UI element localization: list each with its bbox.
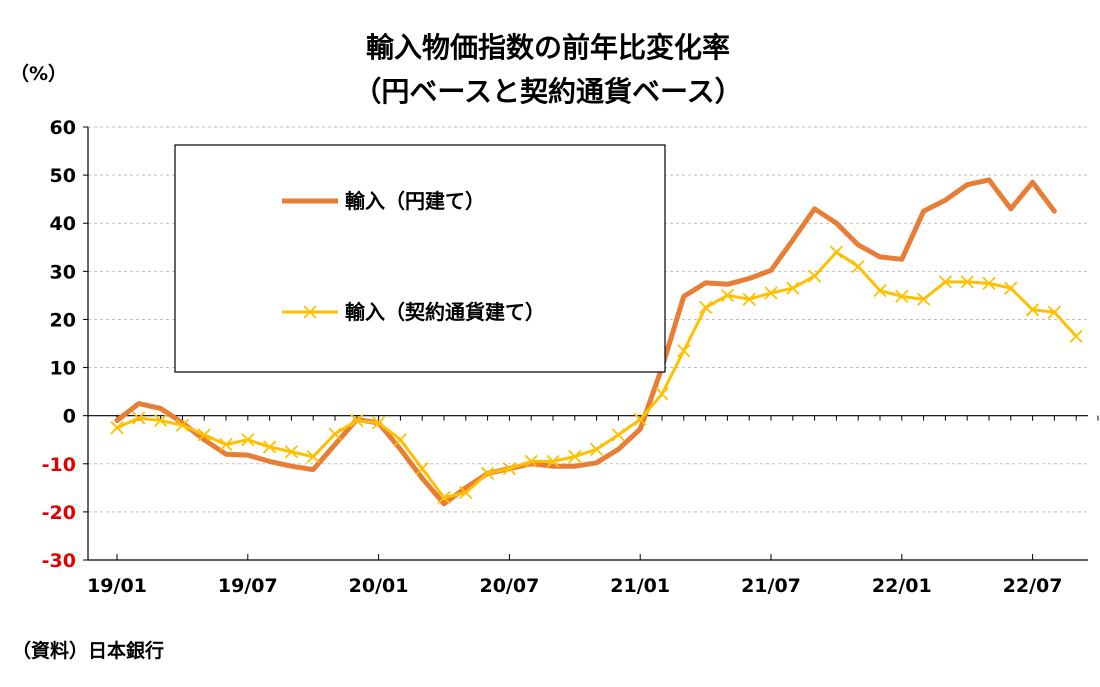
data-point-contract	[829, 245, 844, 259]
y-tick-label: -10	[42, 454, 76, 476]
data-point-contract	[851, 259, 865, 274]
data-point-contract	[1069, 329, 1083, 343]
x-tick-labels: 19/01 19/07 20/01 20/07 21/01 21/07 22/01 22/07	[87, 575, 1062, 597]
data-point-contract	[611, 428, 626, 442]
data-point-contract	[1047, 305, 1062, 319]
data-point-contract	[633, 412, 647, 427]
data-point-contract	[393, 433, 408, 447]
x-tick-label: 20/07	[479, 575, 539, 597]
data-point-contract	[371, 416, 386, 430]
data-point-contract	[742, 292, 756, 306]
data-point-contract	[524, 454, 538, 469]
data-point-contract	[1025, 303, 1040, 317]
y-tick-label: 0	[63, 406, 76, 428]
data-point-contract	[175, 418, 190, 432]
y-tick-label: 30	[50, 261, 76, 283]
data-point-contract	[110, 421, 124, 435]
legend-box	[174, 144, 666, 373]
data-point-contract	[589, 442, 604, 456]
x-tick-label: 19/07	[218, 575, 278, 597]
data-point-contract	[807, 269, 822, 283]
y-tick-label: 10	[50, 358, 76, 380]
legend-x-marker	[303, 305, 317, 319]
y-tick-label: -30	[42, 550, 76, 572]
data-point-contract	[568, 449, 582, 464]
data-point-contract	[284, 445, 299, 459]
data-point-contract	[437, 490, 451, 505]
data-point-contract	[306, 449, 320, 464]
y-tick-label: 60	[50, 117, 76, 139]
data-point-contract	[916, 292, 931, 306]
y-tick-labels: 60 50 40 30 20 10 0 -10 -20 -30	[42, 117, 76, 572]
data-point-contract	[350, 413, 364, 428]
x-tick-label: 19/01	[87, 575, 147, 597]
data-point-contract	[480, 466, 495, 481]
data-point-contract	[938, 275, 953, 289]
legend: 輸入（円建て） 輸入（契約通貨建て）	[174, 144, 666, 373]
x-tick-label: 22/01	[872, 575, 932, 597]
data-point-contract	[764, 286, 778, 300]
data-point-contract	[262, 440, 277, 454]
chart-title-line-1: 輸入物価指数の前年比変化率	[366, 31, 730, 64]
data-point-contract	[698, 300, 713, 315]
data-point-contract	[786, 281, 800, 295]
y-axis-unit: （%）	[10, 62, 67, 85]
x-tick-label: 22/07	[1003, 575, 1063, 597]
data-point-contract	[502, 461, 517, 476]
data-point-contract	[655, 387, 669, 401]
y-tick-label: 50	[50, 165, 76, 187]
data-point-contract	[546, 454, 560, 469]
series-layer	[110, 177, 1083, 507]
y-tick-label: 40	[50, 213, 76, 235]
source-note: （資料）日本銀行	[12, 639, 164, 662]
data-point-contract	[1004, 281, 1018, 295]
data-point-contract	[153, 413, 168, 428]
data-point-contract	[197, 428, 211, 442]
data-point-contract	[241, 433, 255, 447]
legend-label-contract: 輸入（契約通貨建て）	[345, 300, 545, 324]
data-point-contract	[459, 486, 473, 500]
data-point-contract	[873, 283, 887, 298]
data-point-contract	[960, 275, 974, 289]
data-point-contract	[982, 276, 996, 290]
x-tick-label: 20/01	[349, 575, 409, 597]
data-point-contract	[328, 427, 342, 441]
data-point-contract	[720, 288, 735, 303]
y-tick-label: 20	[50, 309, 76, 331]
x-tick-label: 21/07	[741, 575, 801, 597]
data-point-contract	[415, 461, 429, 476]
data-point-contract	[677, 344, 691, 358]
x-tick-label: 21/01	[610, 575, 670, 597]
series-line-yen	[114, 177, 1057, 507]
chart-title-line-2: （円ベースと契約通貨ベース）	[353, 75, 742, 108]
y-tick-label: -20	[42, 502, 76, 524]
data-point-contract	[895, 289, 909, 303]
legend-label-yen: 輸入（円建て）	[345, 189, 485, 213]
data-point-contract	[219, 437, 233, 452]
axis-layer	[83, 126, 1099, 561]
legend-marker-contract	[303, 305, 317, 319]
data-point-contract	[132, 411, 146, 425]
